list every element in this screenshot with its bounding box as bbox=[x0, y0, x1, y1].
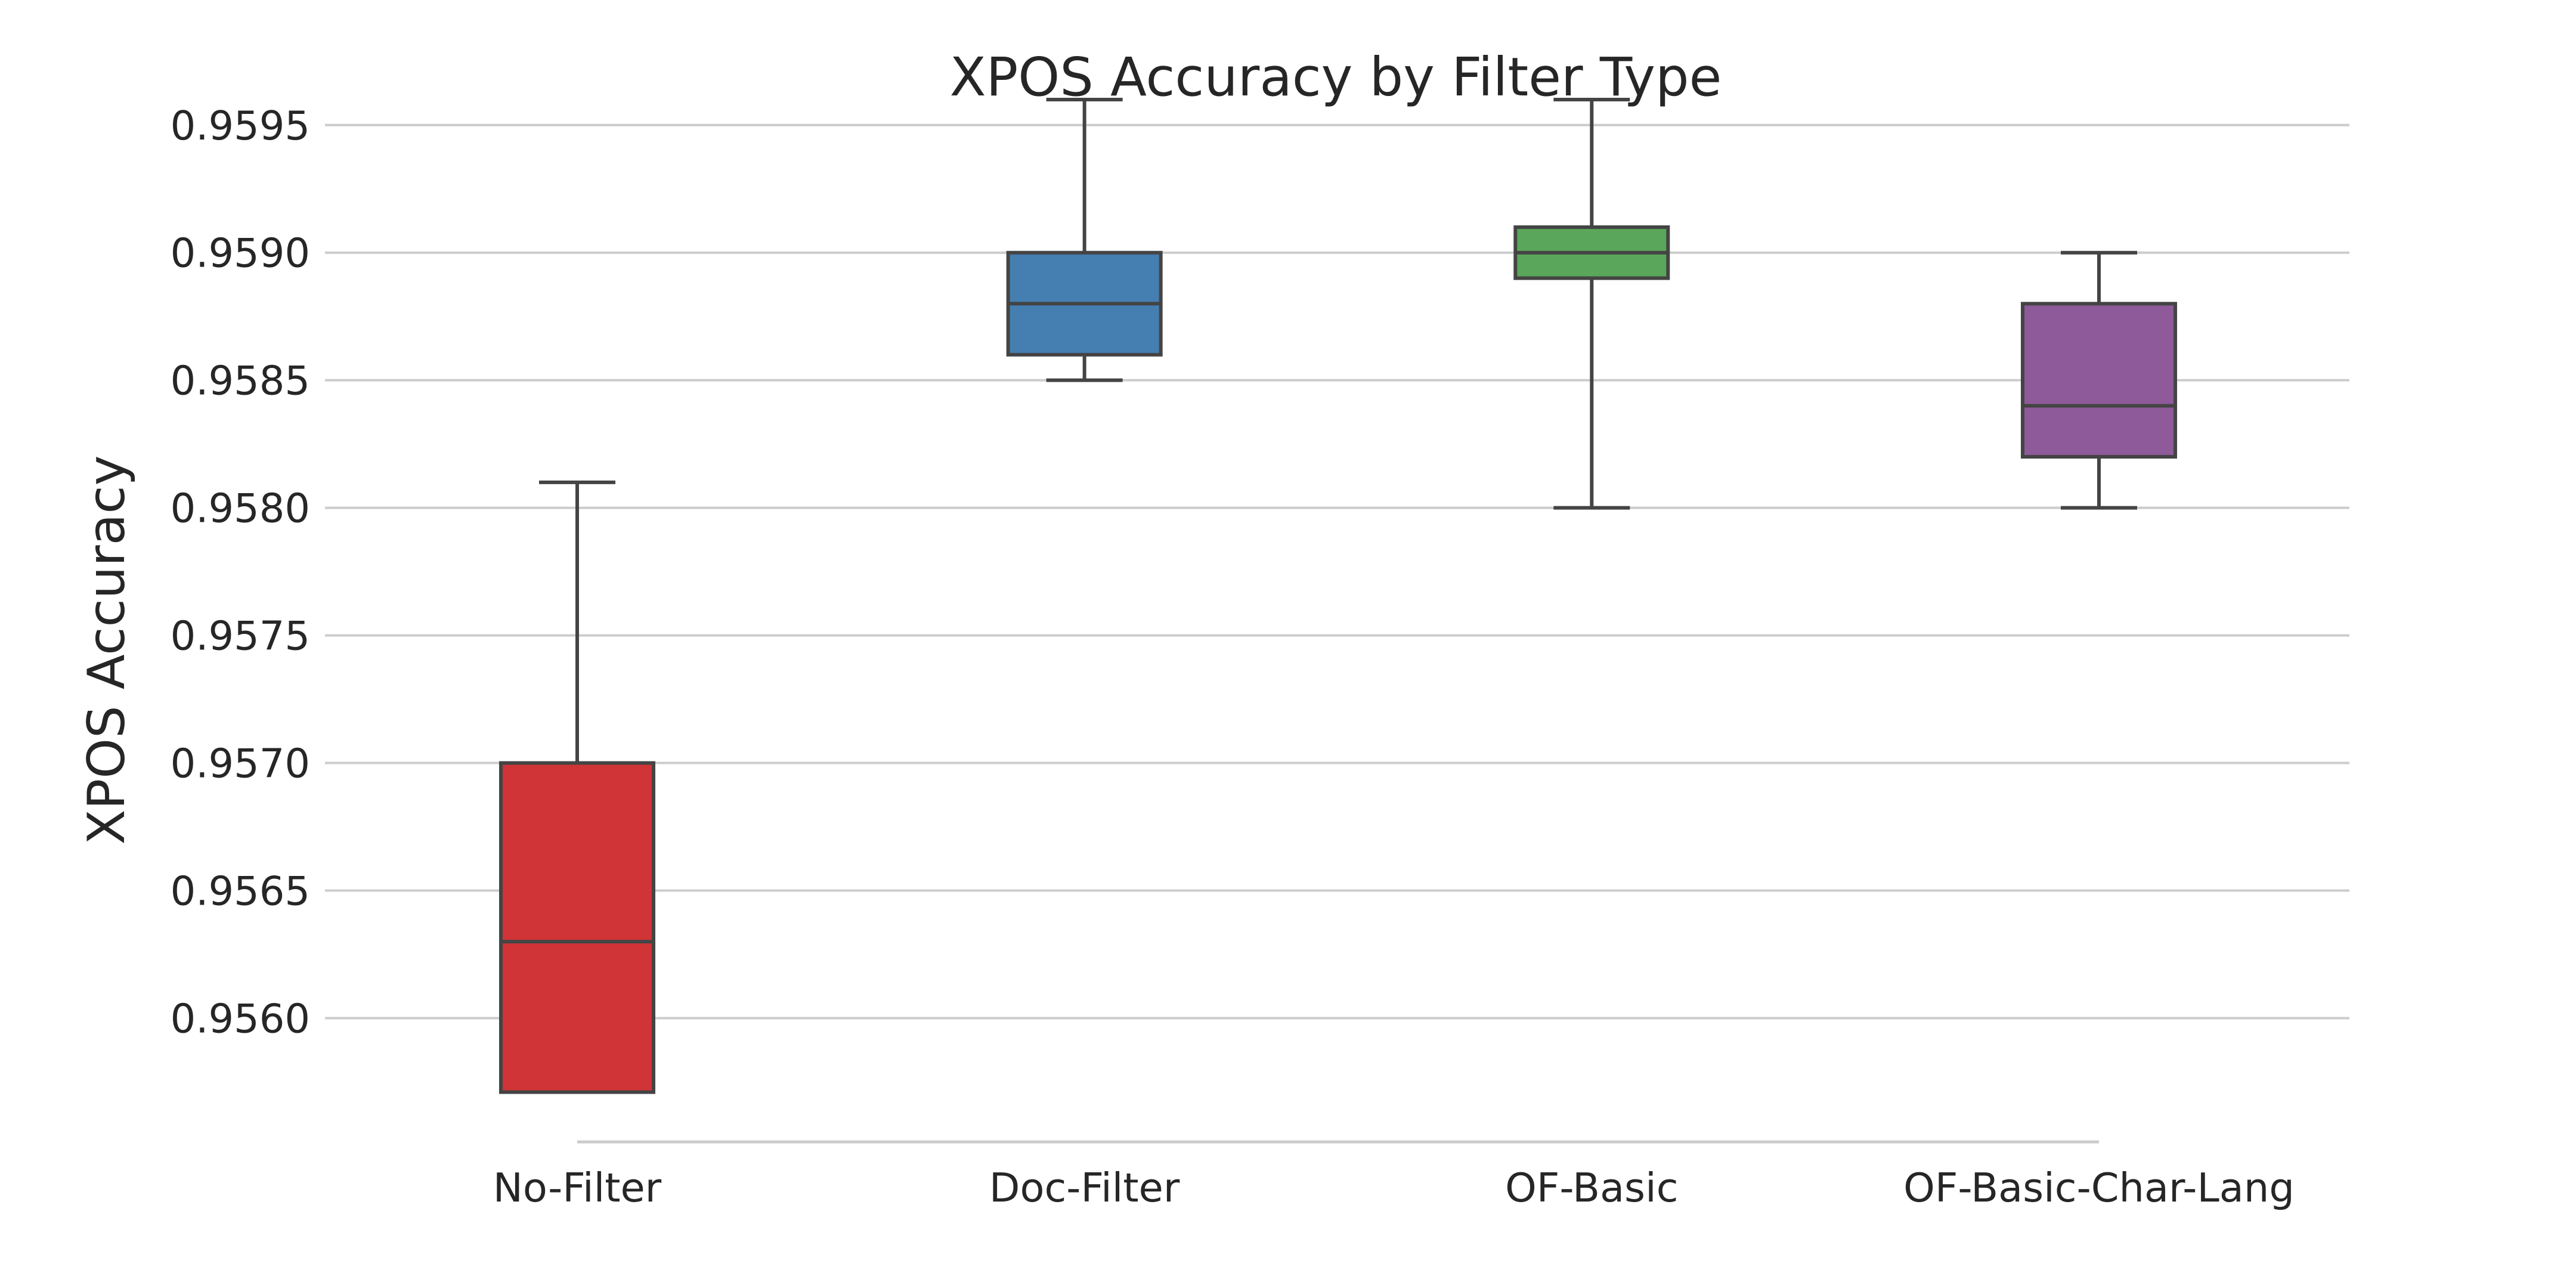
y-tick-label-0: 0.9560 bbox=[171, 995, 310, 1042]
y-tick-label-1: 0.9565 bbox=[171, 868, 310, 914]
y-tick-label-5: 0.9585 bbox=[171, 358, 310, 404]
iqr-box bbox=[2021, 302, 2177, 459]
box-group-of-basic-char-lang bbox=[2021, 250, 2177, 510]
x-tick-label-1: Doc-Filter bbox=[989, 1165, 1180, 1211]
y-tick-label-6: 0.9590 bbox=[171, 230, 310, 277]
y-axis-label: XPOS Accuracy bbox=[77, 455, 137, 844]
y-tick-label-3: 0.9575 bbox=[171, 613, 310, 660]
chart-title: XPOS Accuracy by Filter Type bbox=[950, 46, 1722, 108]
x-tick-label-2: OF-Basic bbox=[1505, 1165, 1678, 1211]
y-tick-label-2: 0.9570 bbox=[171, 741, 310, 787]
x-axis-ticks: No-Filter Doc-Filter OF-Basic OF-Basic-Char… bbox=[493, 1165, 2295, 1211]
boxes bbox=[499, 97, 2177, 1094]
box-group-no-filter bbox=[499, 480, 655, 1094]
y-axis-ticks: 0.9560 0.9565 0.9570 0.9575 0.9580 0.9585 0.95… bbox=[171, 103, 310, 1042]
x-tick-label-3: OF-Basic-Char-Lang bbox=[1903, 1165, 2295, 1211]
gridlines bbox=[325, 123, 2349, 1020]
iqr-box bbox=[499, 761, 655, 1094]
y-tick-label-4: 0.9580 bbox=[171, 485, 310, 532]
box-group-of-basic bbox=[1513, 97, 1670, 510]
box-group-doc-filter bbox=[1006, 97, 1163, 382]
y-tick-label-7: 0.9595 bbox=[171, 103, 310, 149]
x-tick-label-0: No-Filter bbox=[493, 1165, 662, 1211]
